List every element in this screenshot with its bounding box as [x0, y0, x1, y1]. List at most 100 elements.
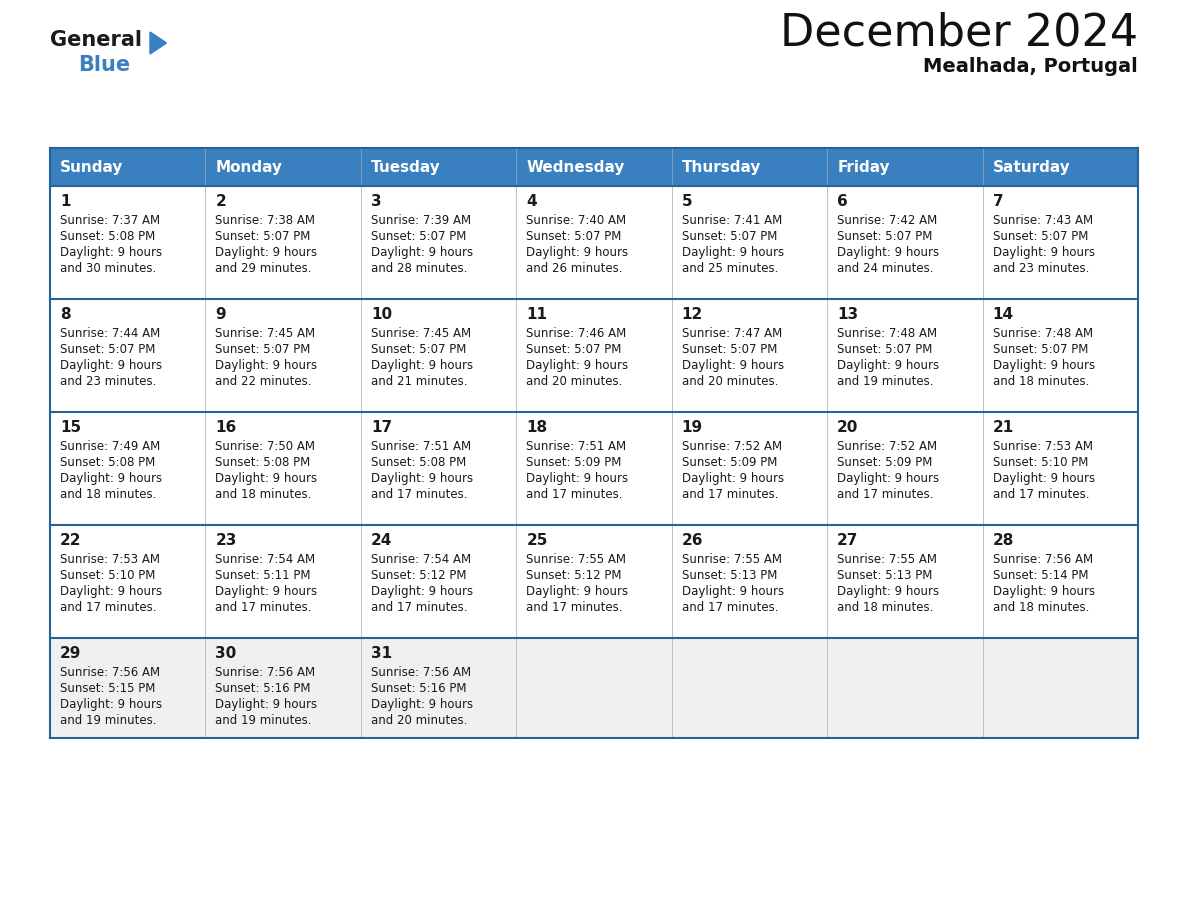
Text: General: General — [50, 30, 143, 50]
Text: 20: 20 — [838, 420, 859, 435]
Text: Tuesday: Tuesday — [371, 160, 441, 174]
Text: and 17 minutes.: and 17 minutes. — [526, 601, 623, 614]
Text: Sunset: 5:08 PM: Sunset: 5:08 PM — [61, 456, 156, 469]
Text: Daylight: 9 hours: Daylight: 9 hours — [61, 359, 162, 372]
Text: and 25 minutes.: and 25 minutes. — [682, 262, 778, 275]
Text: 3: 3 — [371, 194, 381, 209]
Text: Daylight: 9 hours: Daylight: 9 hours — [215, 585, 317, 598]
Text: Sunset: 5:07 PM: Sunset: 5:07 PM — [526, 343, 621, 356]
Text: 31: 31 — [371, 646, 392, 661]
Text: Friday: Friday — [838, 160, 890, 174]
Text: Sunrise: 7:50 AM: Sunrise: 7:50 AM — [215, 440, 316, 453]
Text: December 2024: December 2024 — [779, 12, 1138, 55]
Text: 12: 12 — [682, 307, 703, 322]
Text: and 17 minutes.: and 17 minutes. — [61, 601, 157, 614]
Text: and 17 minutes.: and 17 minutes. — [371, 488, 467, 501]
Text: Daylight: 9 hours: Daylight: 9 hours — [371, 585, 473, 598]
Text: 19: 19 — [682, 420, 703, 435]
Text: and 21 minutes.: and 21 minutes. — [371, 375, 467, 388]
Text: Sunrise: 7:56 AM: Sunrise: 7:56 AM — [992, 553, 1093, 566]
Text: 26: 26 — [682, 533, 703, 548]
Text: 22: 22 — [61, 533, 82, 548]
Text: Sunrise: 7:51 AM: Sunrise: 7:51 AM — [526, 440, 626, 453]
Text: 6: 6 — [838, 194, 848, 209]
Text: and 17 minutes.: and 17 minutes. — [992, 488, 1089, 501]
Text: and 28 minutes.: and 28 minutes. — [371, 262, 467, 275]
Text: and 17 minutes.: and 17 minutes. — [371, 601, 467, 614]
Text: 1: 1 — [61, 194, 70, 209]
Text: and 17 minutes.: and 17 minutes. — [526, 488, 623, 501]
Text: Sunset: 5:09 PM: Sunset: 5:09 PM — [682, 456, 777, 469]
Text: Daylight: 9 hours: Daylight: 9 hours — [215, 359, 317, 372]
Text: Sunset: 5:07 PM: Sunset: 5:07 PM — [992, 230, 1088, 243]
Text: Daylight: 9 hours: Daylight: 9 hours — [371, 698, 473, 711]
Text: and 26 minutes.: and 26 minutes. — [526, 262, 623, 275]
Text: Sunset: 5:08 PM: Sunset: 5:08 PM — [61, 230, 156, 243]
Text: Sunset: 5:07 PM: Sunset: 5:07 PM — [526, 230, 621, 243]
Text: Sunrise: 7:39 AM: Sunrise: 7:39 AM — [371, 214, 470, 227]
Text: Daylight: 9 hours: Daylight: 9 hours — [838, 359, 940, 372]
Text: Daylight: 9 hours: Daylight: 9 hours — [682, 585, 784, 598]
Bar — [671, 148, 827, 186]
Text: Sunrise: 7:48 AM: Sunrise: 7:48 AM — [838, 327, 937, 340]
Text: and 17 minutes.: and 17 minutes. — [215, 601, 312, 614]
Text: and 17 minutes.: and 17 minutes. — [682, 488, 778, 501]
Text: Sunset: 5:12 PM: Sunset: 5:12 PM — [526, 569, 621, 582]
Text: and 19 minutes.: and 19 minutes. — [838, 375, 934, 388]
Text: Sunrise: 7:44 AM: Sunrise: 7:44 AM — [61, 327, 160, 340]
Bar — [982, 148, 1138, 186]
Text: Sunrise: 7:55 AM: Sunrise: 7:55 AM — [682, 553, 782, 566]
Text: 18: 18 — [526, 420, 548, 435]
Text: and 20 minutes.: and 20 minutes. — [371, 714, 467, 727]
Text: Sunrise: 7:52 AM: Sunrise: 7:52 AM — [838, 440, 937, 453]
Text: 25: 25 — [526, 533, 548, 548]
Bar — [361, 148, 517, 186]
Text: Sunrise: 7:47 AM: Sunrise: 7:47 AM — [682, 327, 782, 340]
Text: Sunrise: 7:55 AM: Sunrise: 7:55 AM — [838, 553, 937, 566]
Text: 8: 8 — [61, 307, 70, 322]
Polygon shape — [150, 32, 166, 54]
Text: Sunset: 5:13 PM: Sunset: 5:13 PM — [682, 569, 777, 582]
Text: and 24 minutes.: and 24 minutes. — [838, 262, 934, 275]
Text: Sunset: 5:12 PM: Sunset: 5:12 PM — [371, 569, 467, 582]
Bar — [206, 148, 361, 186]
Text: Blue: Blue — [78, 55, 131, 75]
Text: Sunset: 5:07 PM: Sunset: 5:07 PM — [682, 343, 777, 356]
Text: Daylight: 9 hours: Daylight: 9 hours — [992, 246, 1094, 259]
Text: and 18 minutes.: and 18 minutes. — [215, 488, 311, 501]
Text: Sunrise: 7:43 AM: Sunrise: 7:43 AM — [992, 214, 1093, 227]
Text: 5: 5 — [682, 194, 693, 209]
Text: Saturday: Saturday — [992, 160, 1070, 174]
Text: Daylight: 9 hours: Daylight: 9 hours — [526, 246, 628, 259]
Text: Daylight: 9 hours: Daylight: 9 hours — [371, 472, 473, 485]
Text: Sunset: 5:07 PM: Sunset: 5:07 PM — [371, 230, 466, 243]
Text: Daylight: 9 hours: Daylight: 9 hours — [371, 359, 473, 372]
Text: Daylight: 9 hours: Daylight: 9 hours — [838, 472, 940, 485]
Text: Sunrise: 7:54 AM: Sunrise: 7:54 AM — [215, 553, 316, 566]
Text: and 29 minutes.: and 29 minutes. — [215, 262, 312, 275]
Text: 28: 28 — [992, 533, 1013, 548]
Text: 23: 23 — [215, 533, 236, 548]
Text: 13: 13 — [838, 307, 858, 322]
Text: Thursday: Thursday — [682, 160, 762, 174]
Text: 27: 27 — [838, 533, 859, 548]
Text: Daylight: 9 hours: Daylight: 9 hours — [61, 472, 162, 485]
Text: Sunrise: 7:46 AM: Sunrise: 7:46 AM — [526, 327, 626, 340]
Text: and 19 minutes.: and 19 minutes. — [215, 714, 312, 727]
Text: and 20 minutes.: and 20 minutes. — [526, 375, 623, 388]
Text: and 17 minutes.: and 17 minutes. — [838, 488, 934, 501]
Text: and 18 minutes.: and 18 minutes. — [992, 375, 1089, 388]
Text: Sunset: 5:07 PM: Sunset: 5:07 PM — [838, 230, 933, 243]
Text: Daylight: 9 hours: Daylight: 9 hours — [682, 246, 784, 259]
Text: Sunset: 5:09 PM: Sunset: 5:09 PM — [526, 456, 621, 469]
Text: Sunset: 5:11 PM: Sunset: 5:11 PM — [215, 569, 311, 582]
Text: Sunset: 5:16 PM: Sunset: 5:16 PM — [371, 682, 467, 695]
Text: Daylight: 9 hours: Daylight: 9 hours — [215, 472, 317, 485]
Text: 15: 15 — [61, 420, 81, 435]
Text: Sunset: 5:15 PM: Sunset: 5:15 PM — [61, 682, 156, 695]
Text: 24: 24 — [371, 533, 392, 548]
Bar — [50, 638, 1138, 738]
Text: Sunrise: 7:40 AM: Sunrise: 7:40 AM — [526, 214, 626, 227]
Text: Sunset: 5:07 PM: Sunset: 5:07 PM — [838, 343, 933, 356]
Text: Sunrise: 7:37 AM: Sunrise: 7:37 AM — [61, 214, 160, 227]
